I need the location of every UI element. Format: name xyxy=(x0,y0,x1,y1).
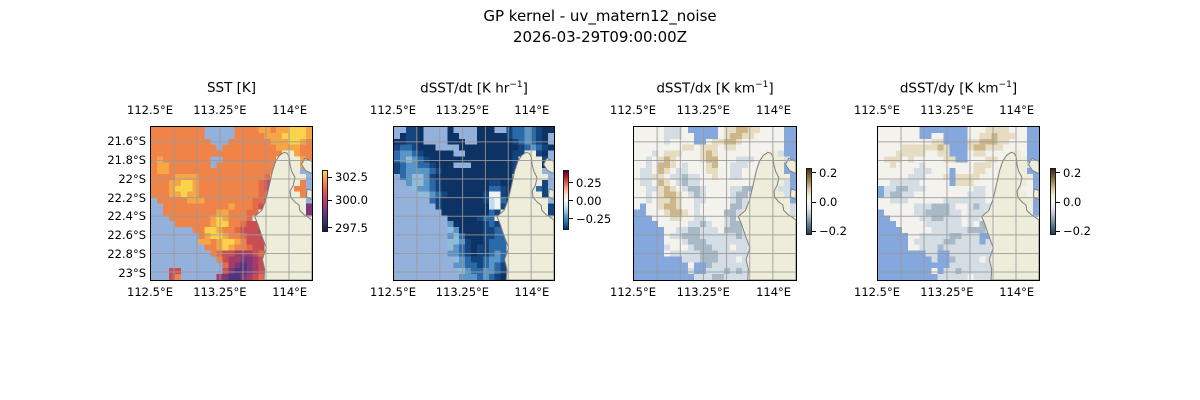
panel-title-dsst-dt: dSST/dt [K hr−1] xyxy=(393,80,555,97)
colorbar-tick xyxy=(569,218,573,219)
colorbar-tick xyxy=(328,176,332,178)
colorbar-tick-label: 0.0 xyxy=(1063,195,1082,209)
panel-title-dsst-dx: dSST/dx [K km−1] xyxy=(633,80,797,97)
x-tick-label-top: 113.25°E xyxy=(676,103,730,117)
colorbar-tick xyxy=(812,172,816,174)
y-tick-label: 23°S xyxy=(118,265,146,280)
y-tick-label: 22°S xyxy=(118,171,146,186)
x-tick-label-bottom: 113.25°E xyxy=(435,285,490,299)
panel-title-text: SST [K] xyxy=(206,80,257,96)
land-island xyxy=(790,189,796,200)
colorbar-dsst-dx xyxy=(806,168,812,235)
land-island xyxy=(548,189,554,200)
y-tick-label: 22.2°S xyxy=(107,190,146,205)
panel-title-post: ] xyxy=(522,80,528,97)
colorbar-tick-label: 300.0 xyxy=(335,193,368,208)
x-tick-label-bottom: 112.5°E xyxy=(127,285,173,299)
map-panel-dsst-dx xyxy=(633,126,797,281)
x-tick-label-top: 113.25°E xyxy=(435,103,490,117)
map-panel-dsst-dy xyxy=(877,126,1040,281)
x-tick-label-top: 114°E xyxy=(514,103,550,117)
colorbar-tick-label: 297.5 xyxy=(335,220,368,235)
y-tick-label: 21.8°S xyxy=(107,152,146,167)
panel-title-sst: SST [K] xyxy=(150,80,313,96)
x-tick-label-bottom: 113.25°E xyxy=(193,285,247,299)
x-tick-label-top: 113.25°E xyxy=(920,103,974,117)
colorbar-sst xyxy=(322,170,328,232)
colorbar-tick xyxy=(1056,201,1060,203)
y-tick-label: 22.4°S xyxy=(107,209,146,224)
colorbar-tick-label: −0.2 xyxy=(819,224,847,239)
panel-title-sup: −1 xyxy=(755,80,769,90)
panel-title-dsst-dy: dSST/dy [K km−1] xyxy=(877,80,1040,97)
y-tick-label: 22.8°S xyxy=(107,247,146,262)
panel-title-sup: −1 xyxy=(509,80,523,90)
colorbar-tick xyxy=(812,230,816,232)
x-tick-label-bottom: 113.25°E xyxy=(920,285,974,299)
land-island xyxy=(306,189,312,200)
panel-title-post: ] xyxy=(768,80,774,97)
colorbar-tick xyxy=(1056,172,1060,174)
colorbar-tick xyxy=(569,200,573,201)
colorbar-tick xyxy=(328,199,332,201)
x-tick-label-top: 114°E xyxy=(756,103,792,117)
x-tick-label-bottom: 112.5°E xyxy=(854,285,900,299)
panel-title-post: ] xyxy=(1011,80,1018,97)
panel-title-text: dSST/dx [K km xyxy=(656,80,756,97)
map-overlay-sst xyxy=(151,127,312,280)
colorbar-tick-label: 0.2 xyxy=(819,165,838,180)
map-panel-sst xyxy=(150,126,313,281)
colorbar-tick xyxy=(1056,230,1060,232)
colorbar-tick-label: 0.0 xyxy=(819,195,838,209)
map-panel-dsst-dt xyxy=(393,126,555,281)
figure-title-line1: GP kernel - uv_matern12_noise xyxy=(483,7,717,25)
colorbar-tick-label: 0.2 xyxy=(1063,165,1082,180)
x-tick-label-bottom: 112.5°E xyxy=(610,285,656,299)
x-tick-label-top: 114°E xyxy=(272,103,308,117)
x-tick-label-bottom: 114°E xyxy=(756,285,792,299)
colorbar-dsst-dt xyxy=(563,170,569,230)
x-tick-label-top: 112.5°E xyxy=(370,103,416,117)
figure-title-line2: 2026-03-29T09:00:00Z xyxy=(513,28,687,46)
land-island xyxy=(1033,189,1039,200)
colorbar-tick-label: 0.25 xyxy=(576,175,602,190)
y-tick-label: 22.6°S xyxy=(107,228,146,243)
map-overlay-dsst-dy xyxy=(878,127,1039,280)
colorbar-tick-label: −0.25 xyxy=(576,211,612,226)
colorbar-dsst-dy xyxy=(1050,168,1056,235)
colorbar-tick xyxy=(569,182,573,183)
x-tick-label-top: 112.5°E xyxy=(127,103,173,117)
colorbar-tick-label: 0.00 xyxy=(576,193,602,208)
x-tick-label-top: 114°E xyxy=(999,103,1035,117)
x-tick-label-top: 112.5°E xyxy=(854,103,900,117)
map-overlay-dsst-dt xyxy=(394,127,554,280)
panel-title-text: dSST/dy [K km xyxy=(899,80,999,97)
y-tick-label: 21.6°S xyxy=(107,134,146,149)
x-tick-label-bottom: 114°E xyxy=(514,285,550,299)
panel-title-text: dSST/dt [K hr xyxy=(420,80,510,97)
x-tick-label-top: 113.25°E xyxy=(193,103,247,117)
colorbar-tick xyxy=(328,227,332,229)
map-overlay-dsst-dx xyxy=(634,127,796,280)
x-tick-label-bottom: 113.25°E xyxy=(676,285,730,299)
x-tick-label-bottom: 112.5°E xyxy=(370,285,416,299)
colorbar-tick-label: 302.5 xyxy=(335,170,368,185)
panel-title-sup: −1 xyxy=(998,80,1012,90)
colorbar-tick xyxy=(812,201,816,203)
x-tick-label-bottom: 114°E xyxy=(999,285,1035,299)
colorbar-tick-label: −0.2 xyxy=(1063,224,1091,239)
x-tick-label-top: 112.5°E xyxy=(610,103,656,117)
x-tick-label-bottom: 114°E xyxy=(272,285,308,299)
